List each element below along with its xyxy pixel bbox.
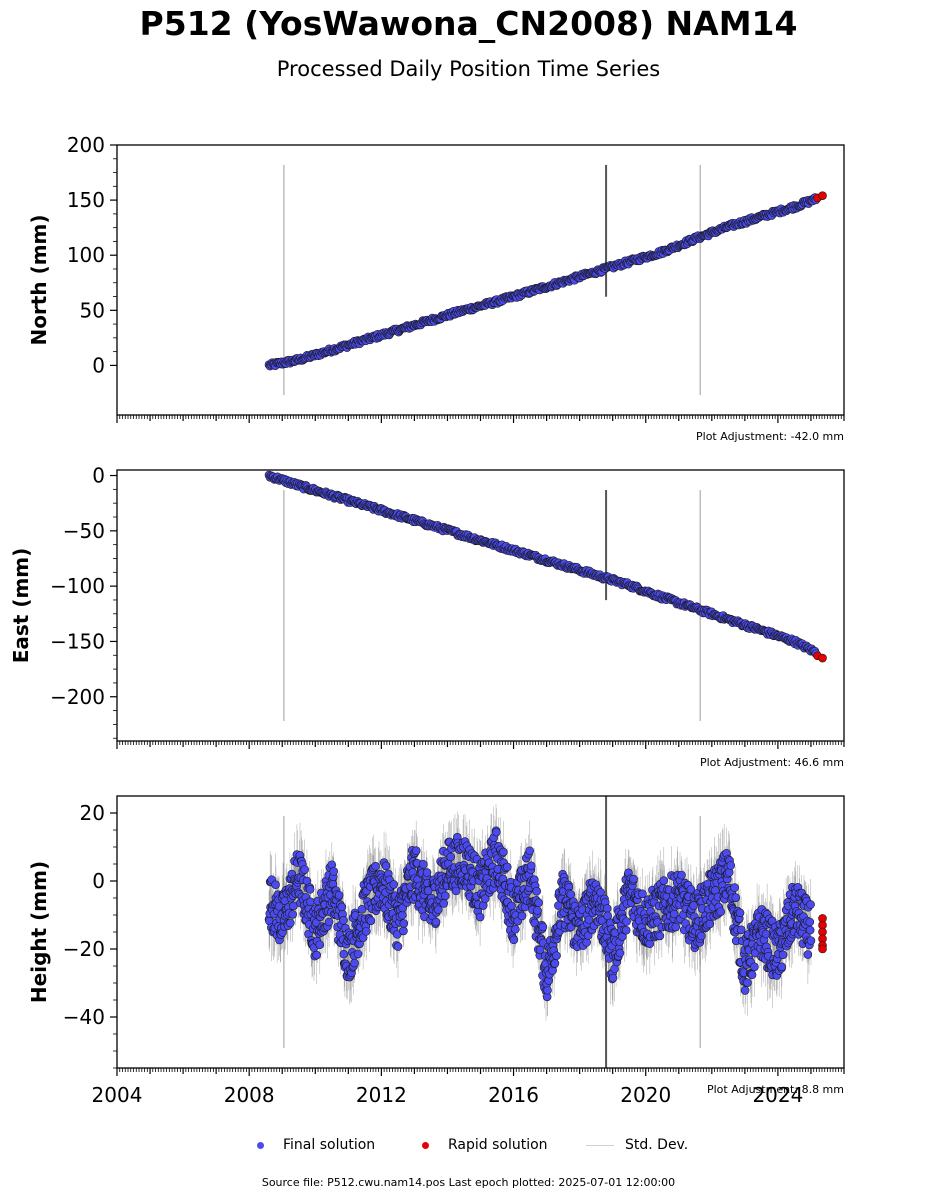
- final-solution-point: [337, 902, 347, 912]
- final-solution-point: [502, 862, 512, 872]
- y-tick-label: 150: [67, 188, 105, 212]
- final-solution-point: [532, 886, 541, 896]
- final-solution-point: [300, 865, 309, 874]
- y-tick-label: 50: [80, 298, 105, 322]
- final-solution-point: [475, 912, 485, 922]
- final-solution-point: [582, 938, 591, 947]
- final-solution-point: [499, 847, 508, 857]
- final-solution-point: [305, 885, 315, 894]
- final-solution-point: [306, 897, 315, 907]
- final-solution-point: [399, 926, 408, 936]
- y-tick-label: 200: [67, 133, 105, 157]
- final-solution-point: [422, 868, 432, 877]
- y-tick-label: 100: [67, 243, 105, 267]
- final-solution-point: [397, 910, 407, 920]
- final-solution-point: [393, 942, 403, 951]
- final-solution-point: [509, 935, 519, 945]
- final-solution-point: [534, 898, 543, 907]
- final-solution-point: [350, 958, 359, 968]
- y-tick-label: −200: [50, 685, 105, 709]
- final-solution-point: [533, 906, 542, 915]
- final-solution-point: [431, 917, 441, 927]
- y-tick-label: −100: [50, 574, 105, 598]
- final-solution-point: [315, 940, 325, 950]
- panel-frame: [116, 469, 845, 742]
- final-solution-point: [361, 927, 371, 936]
- final-solution-point: [507, 901, 516, 911]
- chart-subtitle: Processed Daily Position Time Series: [0, 57, 937, 81]
- final-solution-point: [543, 985, 552, 995]
- final-solution-point: [608, 973, 618, 983]
- final-solution-point: [288, 910, 297, 919]
- final-solution-point: [526, 861, 536, 871]
- final-solution-point: [517, 911, 527, 921]
- final-solution-point: [353, 949, 363, 959]
- final-solution-point: [381, 861, 391, 871]
- y-tick-label: 0: [92, 353, 105, 377]
- final-solution-point: [511, 924, 520, 934]
- final-solution-point: [389, 880, 399, 889]
- final-solution-point: [411, 846, 421, 855]
- final-solution-point: [525, 846, 535, 856]
- final-solution-point: [615, 948, 625, 958]
- rapid-solution-point: [818, 191, 827, 200]
- final-solution-point: [552, 951, 561, 960]
- final-solution-point: [451, 886, 461, 896]
- chart-title: P512 (YosWawona_CN2008) NAM14: [0, 4, 937, 43]
- final-solution-point: [271, 880, 280, 890]
- y-tick-label: 0: [92, 464, 105, 488]
- final-solution-point: [312, 950, 321, 960]
- final-solution-point: [492, 827, 501, 837]
- final-solution-point: [418, 859, 428, 869]
- final-solution-point: [339, 916, 348, 925]
- final-solution-point: [439, 899, 449, 908]
- y-tick-label: −50: [63, 519, 105, 543]
- final-solution-point: [566, 890, 576, 899]
- plot-adjustment-note: Plot Adjustment: 46.6 mm: [700, 756, 844, 769]
- final-solution-point: [446, 852, 455, 862]
- final-solution-point: [399, 919, 409, 928]
- final-solution-point: [329, 867, 339, 876]
- rapid-solution-point: [818, 653, 827, 663]
- final-solution-point: [538, 922, 548, 932]
- y-axis-label: North (mm): [27, 214, 51, 345]
- final-solution-point: [324, 917, 334, 927]
- final-solution-point: [339, 949, 349, 959]
- plot-adjustment-note: Plot Adjustment: -42.0 mm: [696, 430, 844, 443]
- final-solution-point: [433, 905, 443, 915]
- final-solution-point: [286, 918, 295, 928]
- y-axis-label: East (mm): [9, 548, 33, 664]
- final-solution-point: [602, 904, 612, 913]
- final-solution-point: [334, 890, 344, 900]
- final-solution-point: [366, 916, 376, 926]
- final-solution-point: [371, 861, 380, 871]
- final-solution-point: [550, 959, 560, 968]
- y-tick-label: −150: [50, 629, 105, 653]
- panel-frame: [116, 144, 845, 416]
- final-solution-point: [440, 891, 450, 901]
